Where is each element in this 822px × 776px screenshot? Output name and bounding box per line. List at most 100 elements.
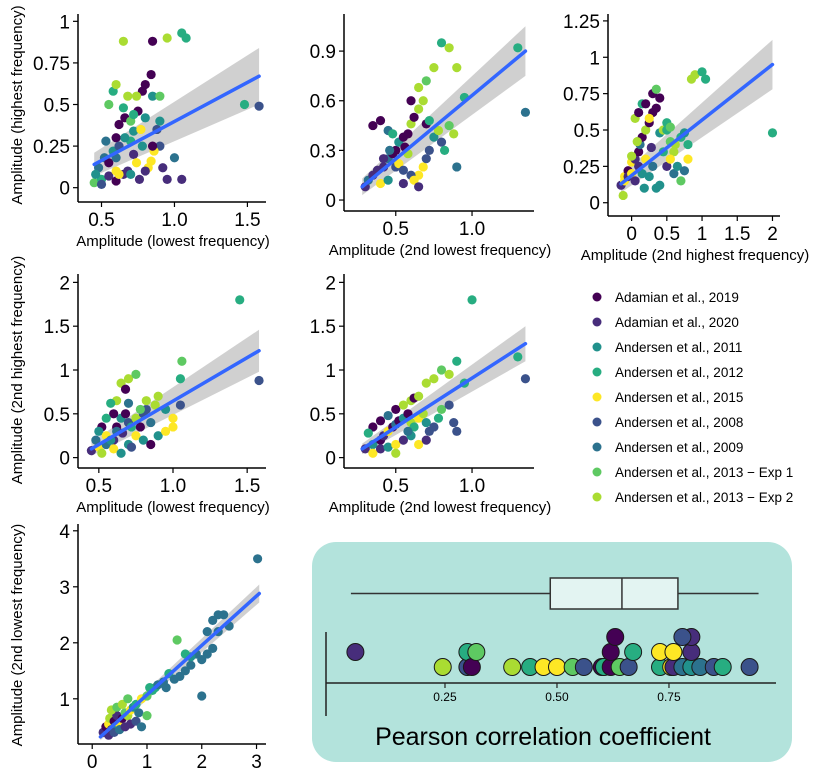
data-point bbox=[421, 378, 431, 388]
legend-marker bbox=[592, 317, 602, 327]
data-point bbox=[409, 112, 419, 122]
data-point bbox=[254, 101, 264, 111]
correlation-dot bbox=[346, 643, 365, 661]
y-tick-label: 4 bbox=[59, 522, 70, 543]
data-point bbox=[111, 133, 121, 143]
regression-line bbox=[360, 49, 528, 189]
correlation-dot bbox=[503, 658, 522, 676]
data-point bbox=[665, 122, 675, 132]
data-point bbox=[627, 151, 637, 161]
data-point bbox=[383, 442, 393, 452]
data-point bbox=[111, 79, 121, 90]
y-tick-label: 0.75 bbox=[33, 54, 70, 75]
data-point bbox=[449, 129, 459, 139]
data-point bbox=[136, 722, 147, 732]
data-point bbox=[135, 422, 145, 432]
data-point bbox=[104, 99, 114, 110]
data-point bbox=[385, 145, 395, 155]
data-point bbox=[175, 400, 186, 410]
data-point bbox=[683, 139, 693, 150]
data-point bbox=[444, 120, 454, 131]
data-point bbox=[101, 136, 111, 146]
legend-entry-label: Andersen et al., 2013 − Exp 2 bbox=[615, 490, 793, 505]
y-tick-label: 0 bbox=[325, 449, 336, 470]
data-point bbox=[161, 683, 171, 693]
data-point bbox=[391, 404, 401, 415]
data-point bbox=[94, 426, 104, 436]
data-point bbox=[146, 417, 156, 428]
legend-marker bbox=[592, 442, 602, 452]
y-tick-label: 1.25 bbox=[563, 12, 600, 33]
data-point bbox=[368, 448, 378, 458]
legend-marker bbox=[592, 367, 602, 377]
data-point bbox=[101, 413, 111, 423]
y-tick-label: 1 bbox=[589, 48, 600, 69]
data-point bbox=[123, 374, 134, 384]
data-point bbox=[118, 36, 128, 46]
data-point bbox=[444, 400, 454, 410]
data-point bbox=[129, 149, 139, 160]
data-point bbox=[202, 627, 212, 637]
data-point bbox=[429, 132, 439, 142]
data-point bbox=[388, 129, 398, 139]
data-point bbox=[418, 96, 428, 106]
data-point bbox=[91, 169, 101, 179]
correlation-dot bbox=[740, 658, 759, 676]
data-point bbox=[676, 176, 686, 186]
x-axis-title: Amplitude (lowest frequency) bbox=[76, 233, 269, 250]
data-point bbox=[421, 435, 431, 445]
data-point bbox=[429, 422, 439, 432]
data-point bbox=[697, 67, 707, 77]
data-point bbox=[153, 391, 163, 401]
y-tick-label: 0.5 bbox=[44, 96, 70, 117]
regression-line bbox=[360, 341, 528, 451]
x-tick-label: 1.5 bbox=[234, 210, 260, 231]
data-point bbox=[109, 409, 119, 419]
data-point bbox=[131, 369, 141, 379]
iqr-box bbox=[549, 577, 679, 610]
y-tick-label: 0.5 bbox=[574, 121, 600, 142]
data-point bbox=[433, 413, 444, 423]
data-point bbox=[429, 63, 439, 73]
data-point bbox=[120, 409, 131, 419]
y-tick-label: 1.5 bbox=[44, 317, 70, 338]
data-point bbox=[153, 431, 163, 441]
x-tick-label: 0.75 bbox=[657, 690, 681, 704]
legend: Adamian et al., 2019 Adamian et al., 2020… bbox=[592, 290, 793, 505]
data-point bbox=[137, 141, 147, 151]
x-axis-title: Amplitude (lowest frequency) bbox=[76, 499, 269, 516]
y-tick-label: 0.5 bbox=[44, 405, 70, 426]
data-point bbox=[378, 154, 389, 164]
data-point bbox=[172, 635, 182, 645]
data-point bbox=[213, 610, 223, 620]
data-point bbox=[147, 36, 158, 46]
x-tick-label: 1.0 bbox=[459, 476, 485, 497]
legend-entry-label: Andersen et al., 2013 − Exp 1 bbox=[615, 465, 793, 480]
correlation-panel: 0.25 0.50 0.75 Pearson correlation coeffici… bbox=[312, 542, 792, 762]
scatter-panel-p3: 0 0.5 1 1.5 2 0 0.25 0.5 0.75 1 1.25 Amplitude (2nd… bbox=[563, 12, 809, 264]
x-tick-label: 3 bbox=[251, 752, 262, 773]
x-tick-label: 0.5 bbox=[654, 224, 680, 245]
data-point bbox=[632, 137, 642, 147]
data-point bbox=[208, 643, 218, 654]
x-tick-label: 1 bbox=[142, 752, 153, 773]
data-point bbox=[452, 356, 462, 366]
scatter-panel-p4: 0.5 1.0 1.5 0 0.5 1 1.5 2 Amplitude (lowest freq… bbox=[9, 256, 270, 516]
data-point bbox=[641, 125, 651, 135]
y-tick-label: 1 bbox=[325, 361, 336, 382]
data-point bbox=[126, 169, 136, 179]
data-point bbox=[418, 162, 428, 172]
legend-entry-label: Andersen et al., 2008 bbox=[615, 415, 743, 430]
data-point bbox=[452, 426, 462, 436]
data-point bbox=[123, 694, 133, 704]
y-tick-label: 0 bbox=[59, 179, 70, 200]
data-point bbox=[690, 70, 700, 80]
data-point bbox=[120, 133, 130, 143]
data-point bbox=[134, 708, 144, 718]
data-point bbox=[651, 84, 661, 94]
data-point bbox=[141, 396, 151, 406]
data-point bbox=[89, 178, 99, 188]
data-point bbox=[630, 176, 640, 186]
data-point bbox=[135, 404, 145, 415]
x-tick-label: 0.5 bbox=[383, 476, 409, 497]
